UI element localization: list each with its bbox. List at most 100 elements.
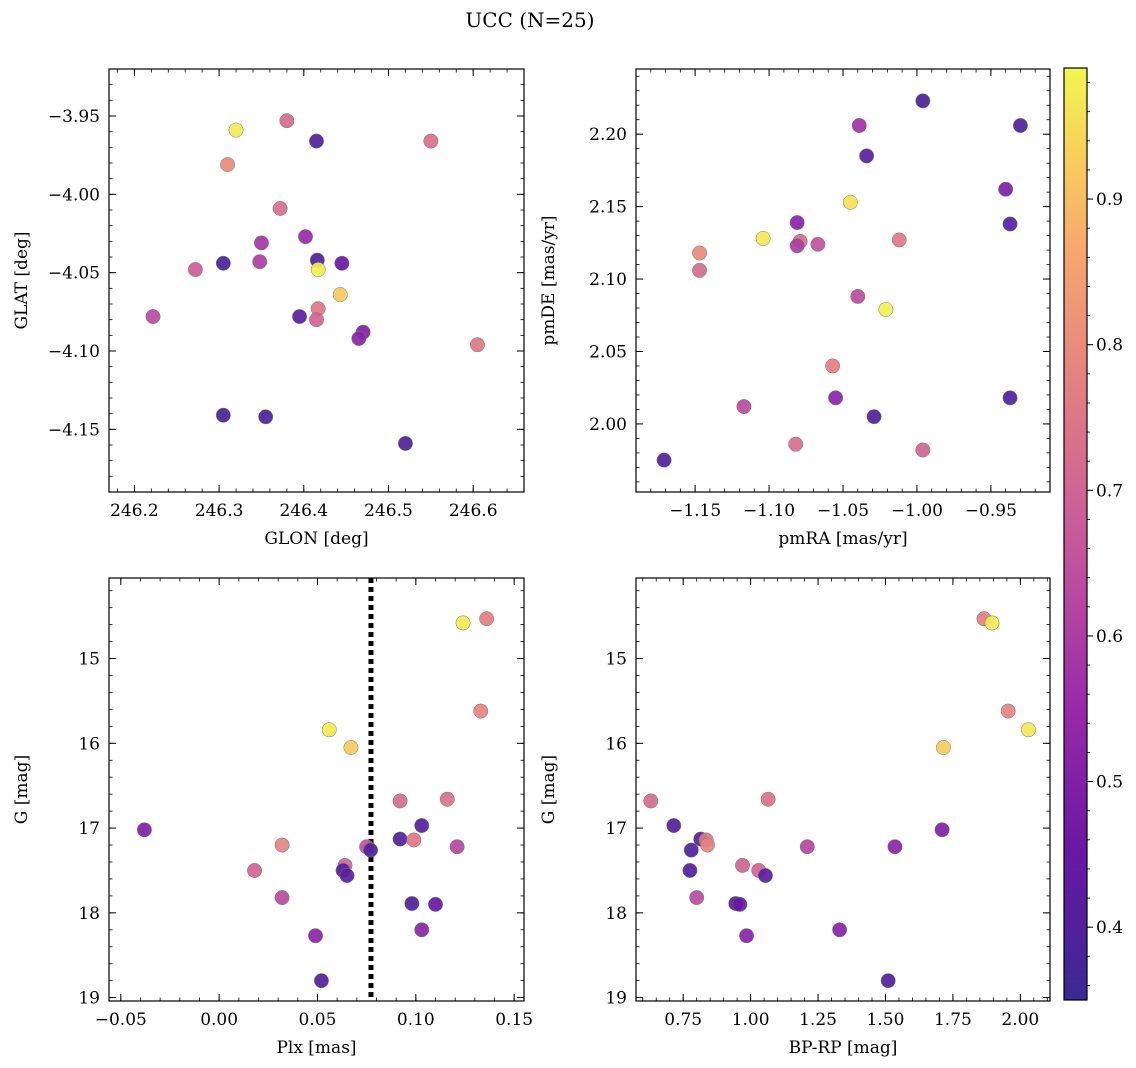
data-point xyxy=(215,407,231,423)
y-tick-label: 16 xyxy=(605,734,627,754)
data-point xyxy=(274,890,290,906)
panel-cmd: 0.75 1.00 1.25 1.50 1.75 2.00 15 16 17 18 19 BP-RP … xyxy=(539,577,1051,1058)
y-tick-label: −4.00 xyxy=(48,185,100,205)
data-point xyxy=(455,615,471,631)
data-point xyxy=(187,262,203,277)
colorbar-tick-label: 0.6 xyxy=(1096,627,1123,647)
x-tick-label: 246.6 xyxy=(449,501,498,521)
colorbar-tick-label: 0.4 xyxy=(1096,918,1123,938)
colorbar-gradient xyxy=(1063,67,1088,1001)
data-point xyxy=(397,435,413,451)
data-point xyxy=(936,740,951,755)
x-axis-label: GLON [deg] xyxy=(264,529,368,549)
data-point xyxy=(145,309,161,324)
x-tick-label: 0.00 xyxy=(200,1010,238,1030)
figure-title: UCC (N=25) xyxy=(465,8,594,32)
data-point xyxy=(469,337,485,353)
data-point xyxy=(439,791,455,807)
data-point xyxy=(736,399,752,414)
data-point xyxy=(832,922,848,938)
y-axis-label: G [mag] xyxy=(539,755,559,824)
axes-frame xyxy=(108,68,525,493)
data-point xyxy=(683,842,699,858)
data-point xyxy=(363,842,379,858)
data-point xyxy=(1012,118,1028,133)
axes-frame xyxy=(108,577,525,1002)
data-point xyxy=(404,896,420,911)
data-point xyxy=(866,409,882,425)
data-point xyxy=(842,194,858,210)
data-point xyxy=(406,832,422,848)
data-point xyxy=(789,215,805,231)
data-point xyxy=(332,287,348,303)
y-tick-label: 17 xyxy=(605,819,627,839)
x-tick-label: 1.75 xyxy=(934,1010,972,1030)
y-tick-label: 19 xyxy=(605,989,627,1009)
data-point xyxy=(689,890,705,906)
data-point xyxy=(310,262,326,277)
x-tick-label: 246.2 xyxy=(110,501,159,521)
data-point xyxy=(308,928,323,944)
data-point xyxy=(292,309,308,324)
data-point xyxy=(279,113,295,129)
data-point xyxy=(666,818,682,833)
data-point xyxy=(643,793,659,809)
data-point xyxy=(414,818,430,833)
x-tick-label: 1.50 xyxy=(867,1010,905,1030)
x-tick-label: 1.00 xyxy=(732,1010,770,1030)
y-tick-label: −4.15 xyxy=(48,420,100,440)
data-point xyxy=(692,262,708,278)
data-point xyxy=(272,200,288,216)
data-point xyxy=(313,973,329,989)
data-point xyxy=(414,922,430,938)
y-tick-label: 2.20 xyxy=(589,125,627,145)
data-point xyxy=(274,837,290,853)
data-point xyxy=(220,157,236,173)
data-point xyxy=(392,831,408,847)
data-point xyxy=(758,868,773,883)
data-point xyxy=(309,312,324,328)
data-point xyxy=(984,615,1000,631)
x-axis-label: BP-RP [mag] xyxy=(789,1038,898,1058)
data-point xyxy=(682,863,698,878)
y-tick-label: 2.15 xyxy=(589,198,627,218)
x-tick-label: −0.95 xyxy=(965,501,1017,521)
data-point xyxy=(732,896,748,912)
colorbar-tick-label: 0.7 xyxy=(1096,481,1123,501)
data-point xyxy=(339,868,355,883)
axes-frame xyxy=(635,68,1051,493)
panel-plx: −0.05 0.00 0.05 0.10 0.15 15 16 17 18 19 Plx [mas]… xyxy=(12,577,533,1058)
data-point xyxy=(298,229,313,245)
data-point xyxy=(423,133,439,149)
data-point xyxy=(851,118,867,133)
data-point xyxy=(428,896,443,912)
data-point xyxy=(859,148,875,164)
data-point xyxy=(739,928,755,944)
data-point xyxy=(700,837,715,853)
data-point xyxy=(253,235,269,251)
x-tick-label: 0.10 xyxy=(397,1010,435,1030)
y-tick-label: 2.05 xyxy=(589,342,627,362)
x-tick-label: 0.15 xyxy=(495,1010,533,1030)
x-tick-label: −1.10 xyxy=(743,501,795,521)
y-tick-label: −4.10 xyxy=(48,342,100,362)
data-point xyxy=(1002,390,1018,406)
y-tick-label: −3.95 xyxy=(48,107,100,127)
data-point xyxy=(351,331,367,346)
y-tick-label: 2.00 xyxy=(589,415,627,435)
y-axis-label: pmDE [mas/yr] xyxy=(539,215,559,345)
data-point xyxy=(998,181,1014,197)
y-axis-label: GLAT [deg] xyxy=(12,231,32,329)
data-point xyxy=(880,973,896,989)
data-point xyxy=(1020,722,1036,738)
data-point xyxy=(755,231,771,246)
data-point xyxy=(934,822,950,838)
x-tick-label: −0.05 xyxy=(95,1010,147,1030)
data-point xyxy=(334,255,350,271)
colorbar-tick-label: 0.8 xyxy=(1096,336,1123,356)
data-point xyxy=(850,288,866,304)
y-tick-label: 2.10 xyxy=(589,270,627,290)
data-point xyxy=(215,255,231,271)
x-tick-label: 0.75 xyxy=(664,1010,702,1030)
